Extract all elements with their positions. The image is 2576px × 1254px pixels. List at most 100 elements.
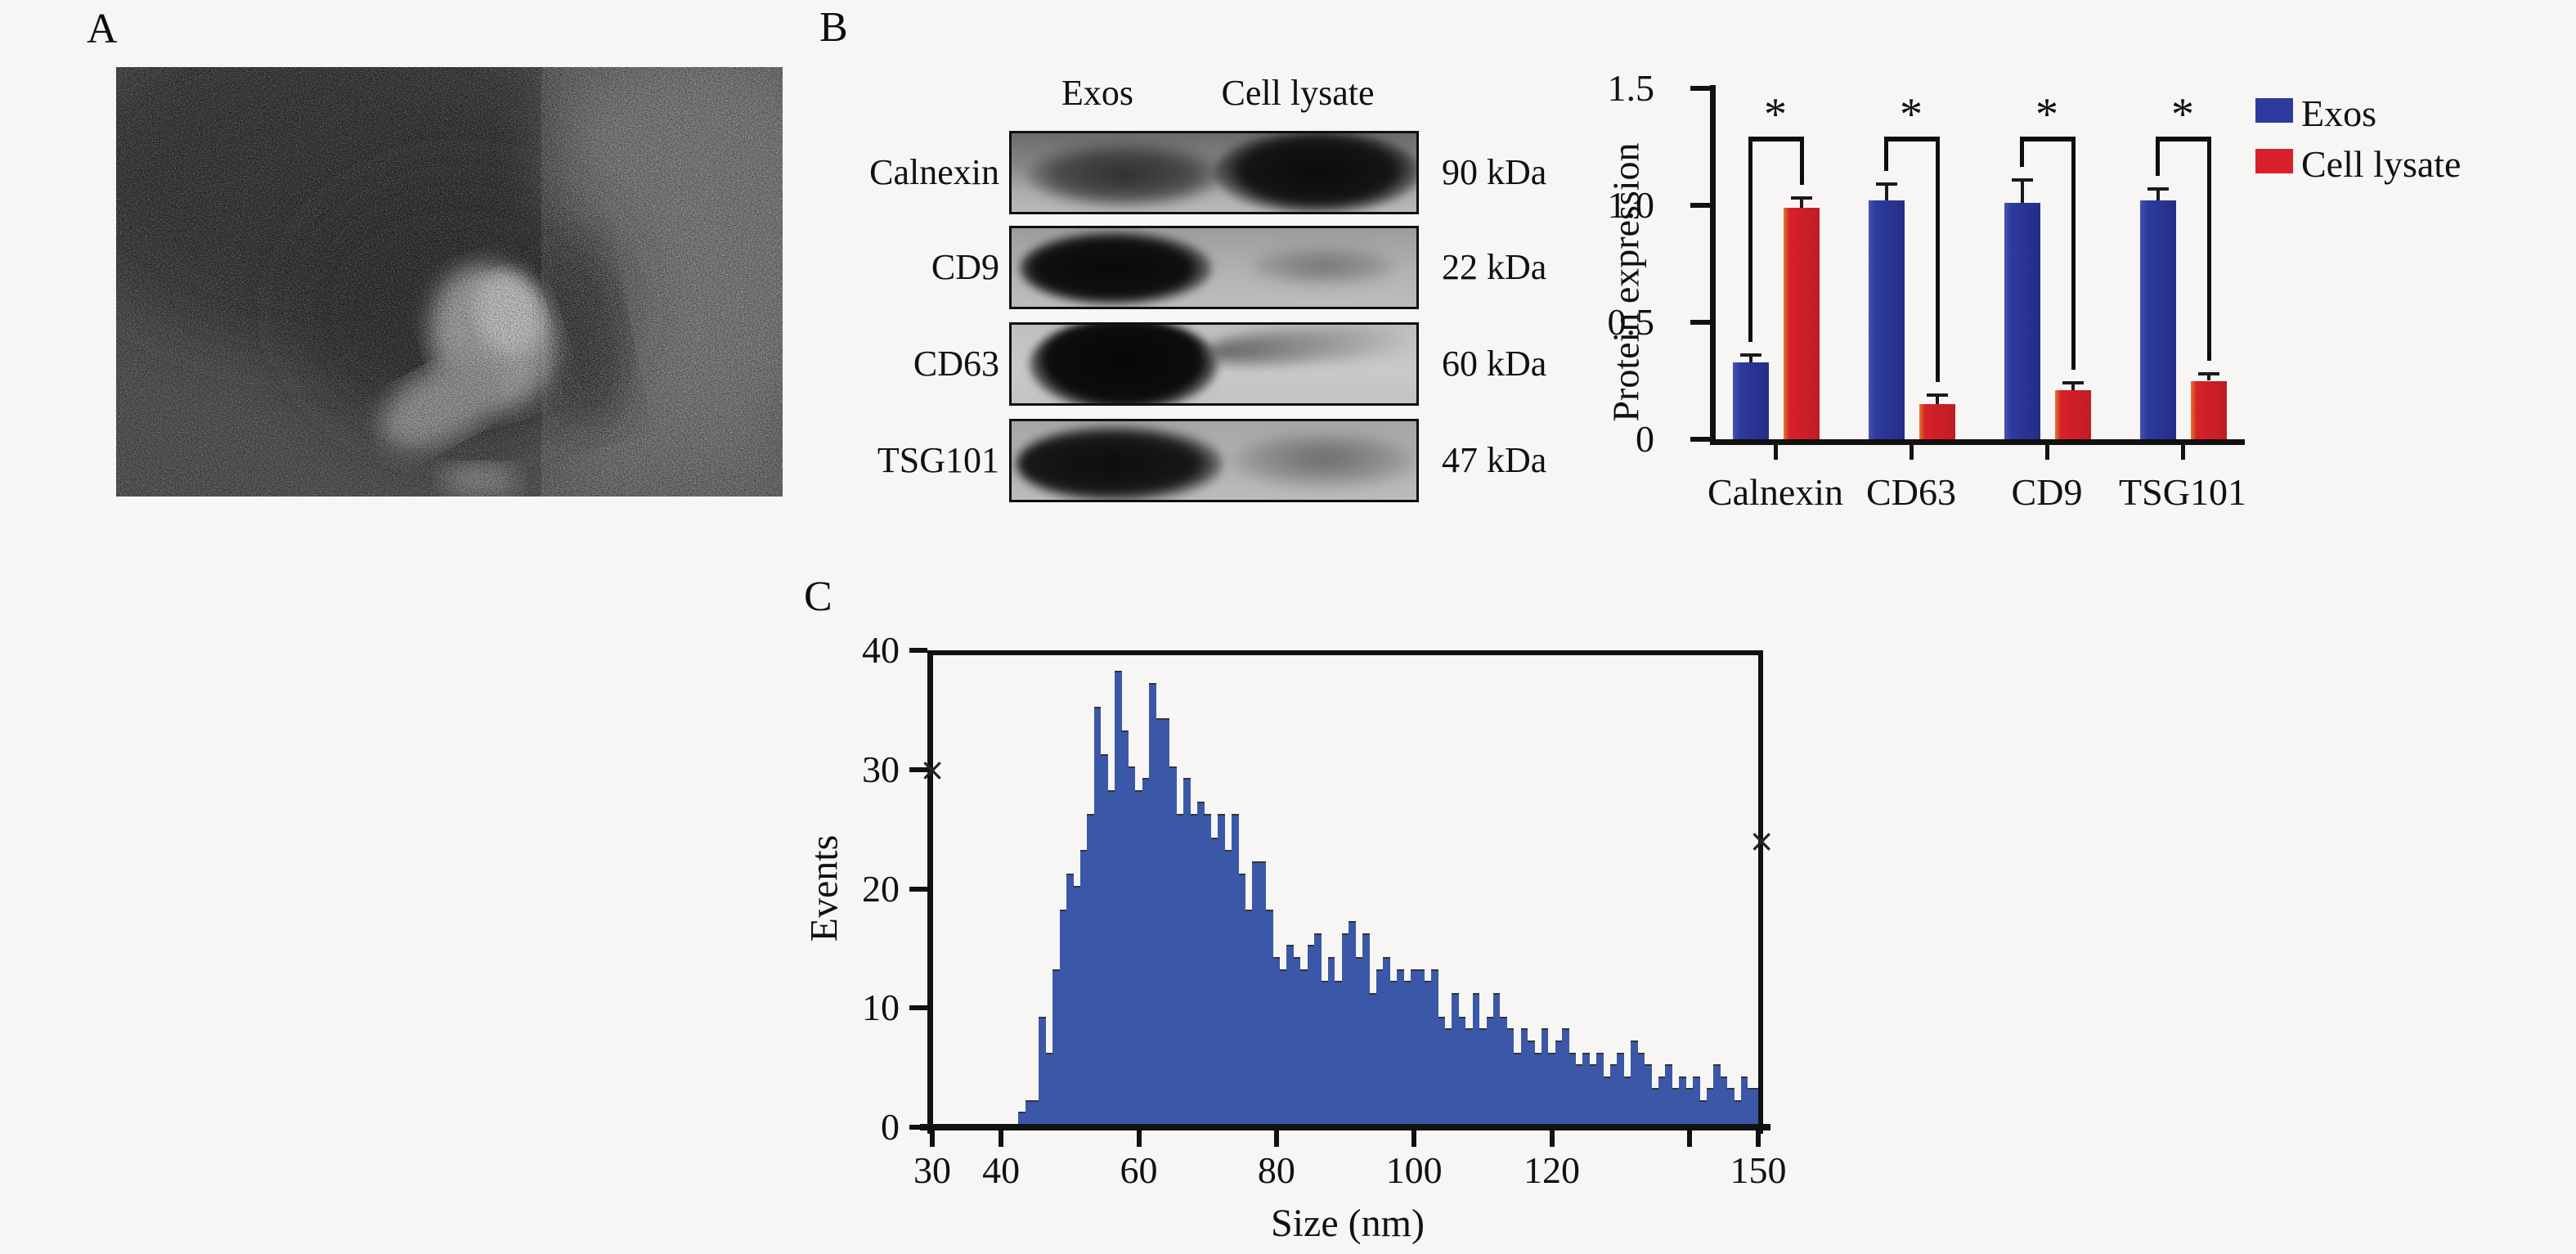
histogram-bar xyxy=(1403,981,1411,1124)
histogram-bar xyxy=(1582,1052,1590,1124)
barchart-y-tick-label: 0 xyxy=(1636,418,1654,460)
histogram-bar xyxy=(1176,814,1184,1124)
histogram-bar xyxy=(1018,1112,1025,1124)
bar-cell-lysate-cd9 xyxy=(2055,389,2091,439)
stray-mark-right: × xyxy=(1748,823,1775,860)
kda-label-22: 22 kDa xyxy=(1442,247,1547,287)
histogram-bar xyxy=(1093,706,1102,1124)
histogram-bar xyxy=(1748,1088,1755,1124)
histogram-y-tick xyxy=(909,1125,927,1130)
histogram-bar xyxy=(1754,1088,1758,1124)
histogram-bar xyxy=(1623,1076,1631,1124)
barchart-y-tick-label: 1.5 xyxy=(1607,67,1655,109)
histogram-bar xyxy=(1562,1028,1569,1124)
barchart-x-tick xyxy=(2181,445,2185,460)
histogram-y-tick-label: 10 xyxy=(862,987,900,1029)
histogram-bar xyxy=(1424,981,1432,1124)
panel-b-label: B xyxy=(819,4,848,51)
bar-cell-lysate-cd63 xyxy=(1919,404,1955,439)
histogram-bar xyxy=(1032,1099,1039,1124)
histogram-bar xyxy=(1520,1028,1528,1124)
histogram-bar xyxy=(1341,933,1349,1124)
histogram-bar xyxy=(1169,766,1177,1124)
histogram-bar xyxy=(1349,921,1356,1124)
histogram-top-frame xyxy=(927,650,1763,655)
sig-bracket-right xyxy=(1936,137,1940,382)
band-cd9-exos xyxy=(1020,231,1212,305)
histogram-bar xyxy=(1528,1040,1535,1124)
histogram-bar xyxy=(1087,814,1094,1124)
histogram-bar xyxy=(1431,969,1438,1124)
sig-asterisk: * xyxy=(1764,89,1787,140)
band-calnexin-exos xyxy=(1026,143,1223,207)
histogram-y-tick-label: 20 xyxy=(862,867,900,910)
kda-label-47: 47 kDa xyxy=(1442,440,1547,480)
histogram-bar xyxy=(1314,933,1322,1124)
histogram-bar xyxy=(1445,1028,1452,1124)
histogram-bar xyxy=(1720,1076,1728,1124)
histogram-bar xyxy=(1156,718,1163,1124)
category-label-calnexin: Calnexin xyxy=(1707,471,1844,513)
histogram-bar xyxy=(1479,1028,1487,1124)
barchart-y-tick xyxy=(1690,437,1710,442)
category-label-cd9: CD9 xyxy=(2011,471,2083,513)
histogram-bar xyxy=(1465,1028,1473,1124)
sig-bracket-left xyxy=(2020,137,2024,167)
histogram-bar xyxy=(1115,671,1122,1124)
histogram-y-tick-label: 40 xyxy=(862,629,900,671)
error-bar-stem xyxy=(1885,184,1888,201)
sig-asterisk: * xyxy=(2171,89,2194,140)
histogram-bar xyxy=(1079,849,1088,1124)
error-bar-cap xyxy=(2147,187,2169,191)
histogram-bar xyxy=(1685,1088,1694,1124)
histogram-bar xyxy=(1355,956,1363,1124)
em-noise-dark xyxy=(116,67,783,497)
histogram-x-tick xyxy=(930,1130,935,1147)
histogram-x-tick-label: 120 xyxy=(1524,1149,1580,1191)
panel-a-label: A xyxy=(87,6,118,52)
histogram-bar xyxy=(1665,1064,1672,1124)
histogram-bar xyxy=(1293,956,1301,1124)
histogram-bar xyxy=(1658,1076,1666,1124)
histogram-bar xyxy=(1135,789,1142,1124)
category-label-tsg101: TSG101 xyxy=(2119,471,2246,513)
histogram-y-tick xyxy=(909,886,927,892)
histogram-bar xyxy=(1389,981,1398,1124)
error-bar-stem xyxy=(2071,383,2075,390)
error-bar-cap xyxy=(1791,196,1812,200)
histogram-bar xyxy=(1252,861,1259,1124)
sig-bracket-top xyxy=(1748,137,1804,142)
barchart-y-tick-label: 1.0 xyxy=(1607,184,1655,226)
histogram-bar xyxy=(1514,1052,1521,1124)
error-bar-cap xyxy=(1740,353,1761,357)
histogram-bar xyxy=(1321,981,1328,1124)
histogram-bar xyxy=(1272,956,1281,1124)
error-bar-stem xyxy=(1749,355,1752,362)
histogram-bars-area xyxy=(933,650,1758,1124)
histogram-bar xyxy=(1197,802,1205,1124)
histogram-y-tick-label: 0 xyxy=(881,1106,900,1148)
histogram-x-tick-label: 150 xyxy=(1730,1149,1787,1191)
histogram-bar xyxy=(1699,1099,1707,1124)
histogram-bar xyxy=(1383,956,1390,1124)
sig-bracket-right xyxy=(2071,137,2076,371)
histogram-bar xyxy=(1534,1052,1542,1124)
histogram-bar xyxy=(1706,1088,1714,1124)
histogram-y-tick-label: 30 xyxy=(862,748,900,790)
histogram-bar xyxy=(1589,1064,1597,1124)
histogram-bar xyxy=(1266,909,1273,1124)
blot-calnexin xyxy=(1009,131,1419,214)
kda-label-90: 90 kDa xyxy=(1442,152,1547,192)
histogram-bar xyxy=(1397,969,1404,1124)
lane-header-exos: Exos xyxy=(1061,73,1133,113)
histogram-x-tick-label: 100 xyxy=(1385,1149,1443,1191)
sig-bracket-top xyxy=(2020,137,2076,142)
band-cd63-lysate xyxy=(1206,325,1416,368)
barchart-y-tick xyxy=(1690,203,1710,208)
sig-bracket-right xyxy=(1800,137,1804,186)
error-bar-cap xyxy=(1876,182,1897,187)
legend-label-cell-lysate: Cell lysate xyxy=(2301,143,2462,185)
bar-cell-lysate-tsg101 xyxy=(2191,380,2227,439)
histogram-bar xyxy=(1596,1052,1604,1124)
blot-cd9 xyxy=(1009,226,1419,309)
